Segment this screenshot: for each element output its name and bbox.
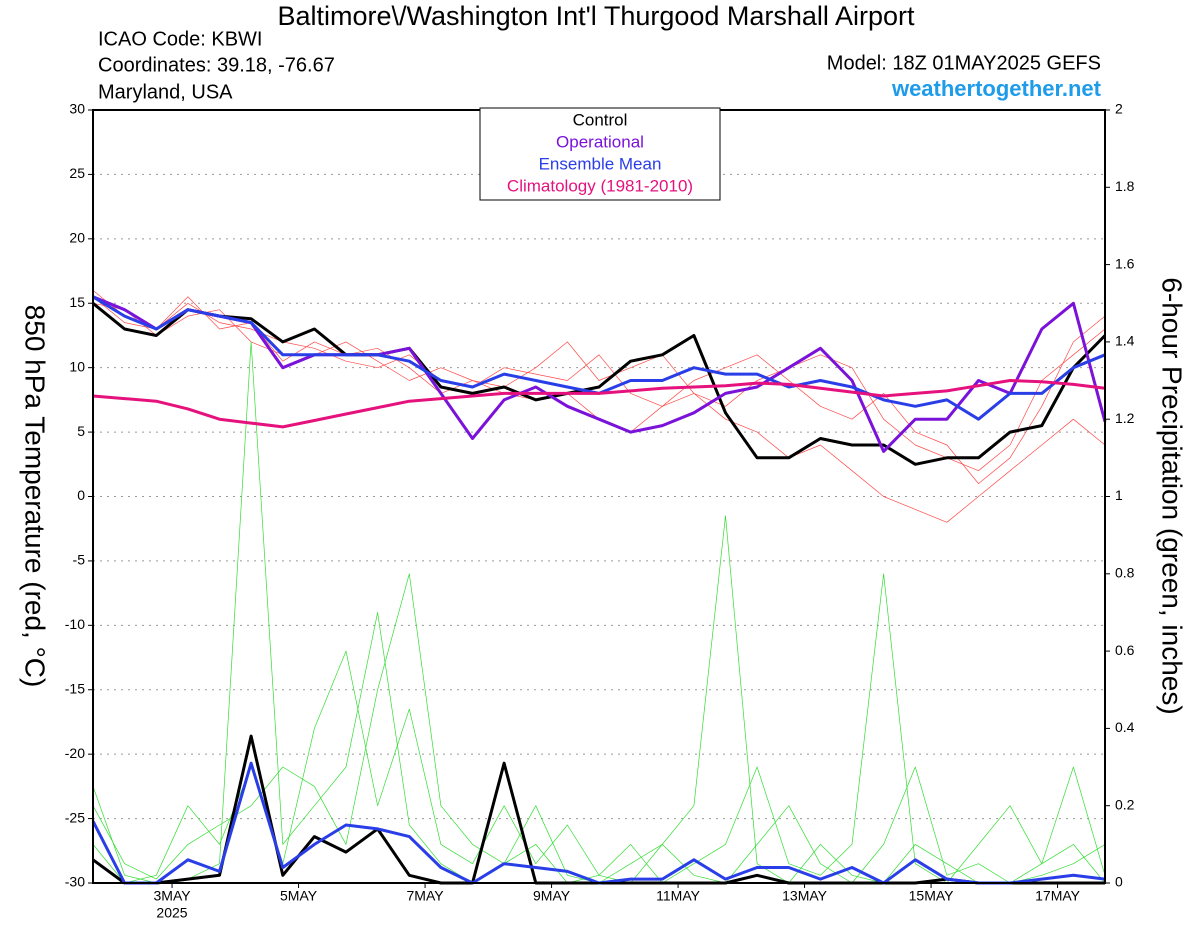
header-line: Coordinates: 39.18, -76.67 — [98, 54, 335, 76]
y2-tick-label: 2 — [1115, 101, 1123, 117]
y-tick-label: 10 — [69, 358, 85, 374]
x-tick-label: 13MAY — [782, 888, 828, 904]
y-tick-label: 25 — [69, 165, 85, 181]
x-tick-label: 5MAY — [280, 888, 318, 904]
y2-tick-label: 1.2 — [1115, 410, 1135, 426]
y-tick-label: 5 — [77, 423, 85, 439]
series-line — [92, 302, 1107, 466]
y-tick-label: -25 — [65, 809, 85, 825]
x-tick-label: 17MAY — [1035, 888, 1081, 904]
y2-tick-label: 0.6 — [1115, 642, 1135, 658]
x-tick-label: 11MAY — [656, 888, 700, 904]
y2-tick-label: 1.6 — [1115, 255, 1135, 271]
y-tick-label: 30 — [69, 101, 85, 117]
y-tick-label: -10 — [65, 616, 85, 632]
y-tick-label: 15 — [69, 294, 85, 310]
y2-tick-label: 0 — [1115, 874, 1123, 890]
legend-box — [479, 107, 721, 201]
y2-tick-label: 0.8 — [1115, 565, 1135, 581]
y2-axis-label: 6-hour Precipitation (green, inches) — [1157, 277, 1188, 714]
x-tick-label: 15MAY — [909, 888, 955, 904]
y-tick-label: -30 — [65, 874, 85, 890]
y2-tick-label: 1.8 — [1115, 178, 1135, 194]
year-label: 2025 — [156, 905, 187, 921]
header-line: ICAO Code: KBWI — [98, 28, 263, 50]
y2-tick-label: 0.2 — [1115, 796, 1135, 812]
legend-entry: Control — [573, 110, 628, 129]
y-tick-label: -15 — [65, 680, 85, 696]
legend-entry: Ensemble Mean — [539, 154, 662, 173]
series-line — [92, 379, 1106, 429]
model-label: Model: 18Z 01MAY2025 GEFS — [827, 52, 1101, 74]
member-line — [92, 573, 1106, 884]
y-tick-label: 20 — [69, 230, 85, 246]
y-axis-label: 850 hPa Temperature (red, °C) — [20, 305, 51, 688]
y-tick-label: 0 — [77, 487, 85, 503]
x-tick-label: 7MAY — [407, 888, 445, 904]
member-line — [91, 761, 1106, 885]
y2-tick-label: 1.4 — [1115, 333, 1135, 349]
series-line — [92, 295, 1106, 421]
y-tick-label: -5 — [73, 552, 86, 568]
series-line — [92, 295, 1107, 453]
x-tick-label: 3MAY — [154, 888, 192, 904]
legend-entry: Climatology (1981-2010) — [507, 176, 693, 195]
x-tick-label: 9MAY — [533, 888, 571, 904]
legend-entry: Operational — [556, 132, 644, 151]
site-label: weathertogether.net — [891, 76, 1102, 101]
chart-title: Baltimore\/Washington Int'l Thurgood Mar… — [278, 1, 915, 31]
y2-tick-label: 1 — [1115, 487, 1123, 503]
member-line — [92, 573, 1106, 884]
y2-tick-label: 0.4 — [1115, 719, 1135, 735]
y-tick-label: -20 — [65, 745, 85, 761]
header-line: Maryland, USA — [98, 81, 233, 103]
